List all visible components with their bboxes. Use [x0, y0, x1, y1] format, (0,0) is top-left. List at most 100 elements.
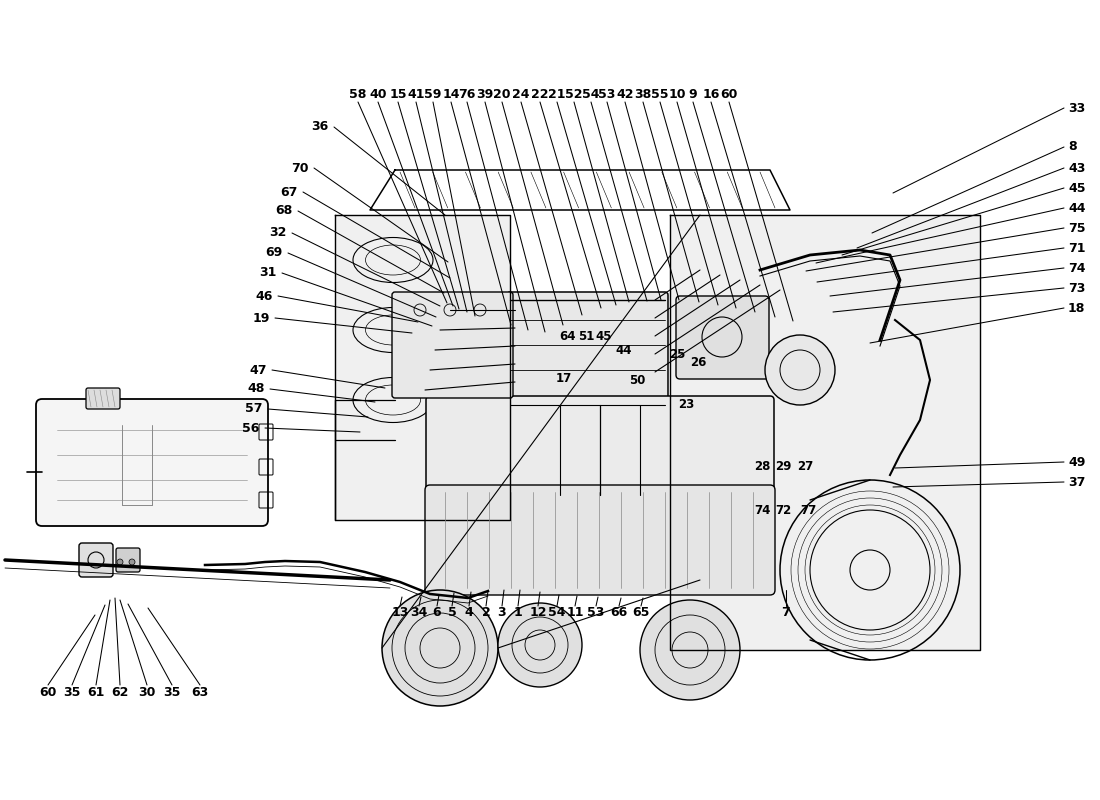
Circle shape	[640, 600, 740, 700]
Text: 6: 6	[432, 606, 441, 619]
Text: 61: 61	[87, 686, 104, 698]
Text: 74: 74	[1068, 262, 1086, 274]
Text: 34: 34	[410, 606, 428, 619]
Text: 45: 45	[1068, 182, 1086, 194]
Circle shape	[382, 590, 498, 706]
Text: 67: 67	[280, 186, 298, 198]
Text: 45: 45	[596, 330, 613, 343]
Text: 40: 40	[370, 89, 387, 102]
Text: 54: 54	[582, 89, 600, 102]
Text: 56: 56	[242, 422, 260, 434]
FancyBboxPatch shape	[676, 296, 769, 379]
Circle shape	[498, 603, 582, 687]
Text: 66: 66	[610, 606, 628, 619]
Text: 62: 62	[111, 686, 129, 698]
Text: 72: 72	[774, 503, 791, 517]
Text: 57: 57	[245, 402, 263, 415]
Text: 74: 74	[754, 503, 770, 517]
Circle shape	[764, 335, 835, 405]
Text: 59: 59	[425, 89, 442, 102]
Text: 11: 11	[566, 606, 584, 619]
Polygon shape	[670, 215, 980, 650]
Text: 77: 77	[800, 503, 816, 517]
FancyBboxPatch shape	[425, 485, 776, 595]
Text: 28: 28	[754, 461, 770, 474]
FancyBboxPatch shape	[79, 543, 113, 577]
Text: 75: 75	[1068, 222, 1086, 234]
Text: 21: 21	[548, 89, 565, 102]
FancyBboxPatch shape	[36, 399, 268, 526]
Text: 48: 48	[248, 382, 265, 395]
Text: 10: 10	[669, 89, 685, 102]
Text: 53: 53	[598, 89, 616, 102]
Text: 35: 35	[163, 686, 180, 698]
Text: 55: 55	[651, 89, 669, 102]
Circle shape	[117, 559, 123, 565]
FancyBboxPatch shape	[86, 388, 120, 409]
Text: 25: 25	[669, 349, 685, 362]
Text: 46: 46	[255, 290, 273, 302]
Text: 32: 32	[270, 226, 287, 239]
FancyBboxPatch shape	[116, 548, 140, 572]
Text: 30: 30	[139, 686, 156, 698]
Text: 33: 33	[1068, 102, 1086, 114]
Text: 64: 64	[560, 330, 576, 343]
Text: 1: 1	[514, 606, 522, 619]
Text: 27: 27	[796, 461, 813, 474]
Text: 47: 47	[250, 363, 266, 377]
Text: 71: 71	[1068, 242, 1086, 254]
Text: 31: 31	[260, 266, 277, 279]
Polygon shape	[336, 215, 510, 520]
Text: 76: 76	[459, 89, 475, 102]
Text: 69: 69	[265, 246, 283, 259]
Text: 7: 7	[782, 606, 791, 619]
Text: 13: 13	[392, 606, 409, 619]
Text: 52: 52	[565, 89, 583, 102]
Text: 73: 73	[1068, 282, 1086, 294]
Text: 24: 24	[513, 89, 530, 102]
Text: 60: 60	[720, 89, 738, 102]
Text: 29: 29	[774, 461, 791, 474]
Text: 65: 65	[632, 606, 650, 619]
Text: 4: 4	[464, 606, 473, 619]
Text: 23: 23	[678, 398, 694, 410]
Text: 15: 15	[389, 89, 407, 102]
Text: 14: 14	[442, 89, 460, 102]
Text: 38: 38	[635, 89, 651, 102]
Text: 53: 53	[587, 606, 605, 619]
Text: 17: 17	[556, 371, 572, 385]
Text: 54: 54	[548, 606, 565, 619]
Text: 70: 70	[292, 162, 309, 174]
FancyBboxPatch shape	[507, 292, 668, 408]
Text: 44: 44	[616, 343, 632, 357]
Text: 44: 44	[1068, 202, 1086, 214]
Text: 5: 5	[448, 606, 456, 619]
Text: 37: 37	[1068, 475, 1086, 489]
Text: 43: 43	[1068, 162, 1086, 174]
Text: 39: 39	[476, 89, 494, 102]
Text: 20: 20	[493, 89, 510, 102]
Text: 26: 26	[690, 355, 706, 369]
Text: 16: 16	[702, 89, 719, 102]
Text: 12: 12	[529, 606, 547, 619]
Text: 41: 41	[407, 89, 425, 102]
Text: 42: 42	[616, 89, 634, 102]
Text: 60: 60	[40, 686, 57, 698]
Text: 51: 51	[578, 330, 594, 343]
FancyBboxPatch shape	[392, 292, 513, 398]
Circle shape	[129, 559, 135, 565]
Text: 8: 8	[1068, 141, 1077, 154]
Text: 18: 18	[1068, 302, 1086, 314]
FancyBboxPatch shape	[426, 396, 774, 584]
Text: 9: 9	[689, 89, 697, 102]
Text: 63: 63	[191, 686, 209, 698]
Text: 68: 68	[275, 205, 293, 218]
Text: 22: 22	[531, 89, 549, 102]
Text: 3: 3	[497, 606, 506, 619]
Text: 2: 2	[482, 606, 491, 619]
Text: 36: 36	[311, 121, 329, 134]
Text: 49: 49	[1068, 455, 1086, 469]
Text: 58: 58	[350, 89, 366, 102]
Ellipse shape	[525, 400, 675, 480]
Text: 19: 19	[252, 311, 270, 325]
